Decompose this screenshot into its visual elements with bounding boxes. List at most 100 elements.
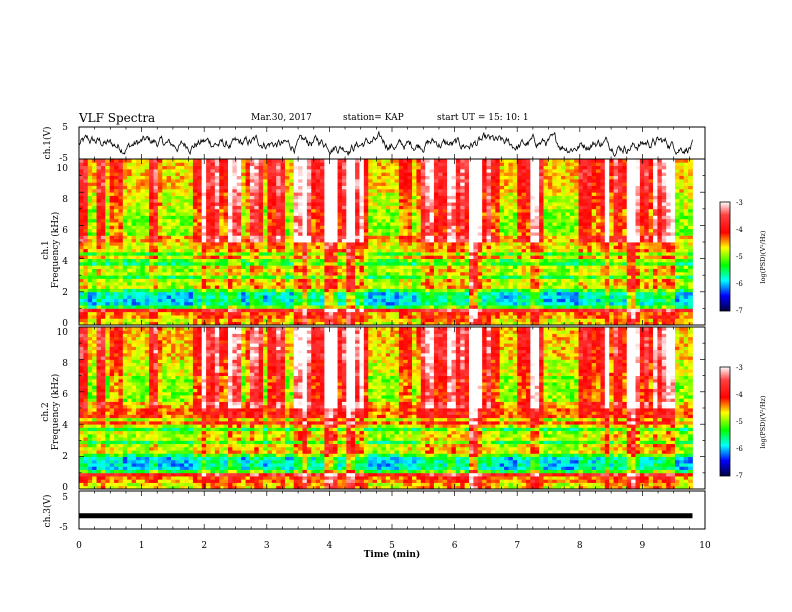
spectrogram-cell (105, 242, 111, 246)
spectrogram-cell (140, 215, 146, 220)
spectrogram-cell (267, 301, 273, 306)
spectrogram-cell (197, 291, 203, 296)
spectrogram-cell (214, 291, 220, 296)
spectrogram-cell (482, 242, 487, 246)
spectrogram-cell (473, 268, 479, 273)
spectrogram-cell (679, 291, 685, 296)
spectrogram-cell (271, 321, 277, 326)
spectrogram-cell (390, 311, 395, 316)
spectrogram-cell (617, 268, 623, 273)
spectrogram-cell (688, 288, 693, 293)
spectrogram-cell (109, 212, 115, 216)
spectrogram-cell (83, 315, 89, 319)
spectrogram-cell (591, 222, 597, 226)
spectrogram-cell (79, 251, 84, 256)
spectrogram-cell (254, 285, 260, 289)
spectrogram-cell (504, 212, 509, 216)
spectrogram-cell (433, 265, 439, 269)
spectrogram-cell (232, 228, 238, 233)
spectrogram-cell (162, 305, 168, 309)
spectrogram-cell (171, 271, 176, 276)
spectrogram-cell (525, 261, 531, 266)
spectrogram-cell (574, 235, 579, 240)
spectrogram-cell (83, 251, 89, 256)
spectrogram-cell (118, 315, 124, 319)
spectrogram-cell (302, 238, 308, 243)
spectrogram-cell (604, 278, 610, 283)
spectrogram-cell (504, 295, 509, 299)
spectrogram-cell (552, 238, 558, 243)
spectrogram-cell (547, 255, 553, 259)
spectrogram-cell (280, 225, 286, 230)
spectrogram-cell (293, 232, 299, 236)
spectrogram-cell (482, 288, 487, 293)
spectrogram-cell (140, 218, 146, 223)
spectrogram-cell (688, 235, 693, 240)
spectrogram-cell (499, 308, 505, 313)
spectrogram-cell (135, 315, 141, 319)
spectrogram-cell (495, 295, 501, 299)
spectrogram-cell (227, 265, 233, 269)
spectrogram-cell (512, 305, 518, 309)
spectrogram-cell (578, 291, 584, 296)
spectrogram-cell (175, 208, 181, 213)
spectrogram-cell (333, 268, 338, 273)
spectrogram-cell (499, 208, 505, 213)
spectrogram-cell (350, 305, 356, 309)
spectrogram-cell (508, 288, 514, 293)
spectrogram-cell (188, 305, 194, 309)
spectrogram-cell (109, 318, 115, 323)
spectrogram-cell (670, 208, 676, 213)
spectrogram-cell (289, 281, 295, 286)
spectrogram-cell (276, 301, 281, 306)
spectrogram-cell (254, 232, 260, 236)
spectrogram-cell (79, 271, 84, 276)
spectrogram-cell (289, 268, 295, 273)
spectrogram-cell (302, 261, 308, 266)
spectrogram-cell (201, 295, 207, 299)
spectrogram-cell (482, 268, 487, 273)
spectrogram-cell (530, 212, 536, 216)
spectrogram-cell (552, 222, 558, 226)
spectrogram-cell (381, 255, 387, 259)
spectrogram-cell (556, 305, 562, 309)
spectrogram-cell (271, 228, 277, 233)
spectrogram-cell (683, 295, 689, 299)
spectrogram-cell (359, 275, 365, 279)
spectrogram-cell (631, 218, 636, 223)
spectrogram-cell (214, 281, 220, 286)
spectrogram-cell (600, 248, 606, 253)
spectrogram-cell (429, 298, 435, 303)
spectrogram-cell (657, 295, 663, 299)
spectrogram-cell (254, 225, 260, 230)
spectrogram-cell (517, 208, 522, 213)
spectrogram-cell (162, 295, 168, 299)
spectrogram-cell (114, 281, 119, 286)
spectrogram-cell (355, 311, 360, 316)
spectrogram-cell (547, 318, 553, 323)
spectrogram-cell (473, 278, 479, 283)
spectrogram-cell (547, 301, 553, 306)
spectrogram-cell (486, 248, 492, 253)
spectrogram-cell (683, 238, 689, 243)
spectrogram-cell (661, 305, 667, 309)
spectrogram-cell (337, 248, 343, 253)
spectrogram-cell (232, 218, 238, 223)
spectrogram-cell (416, 305, 422, 309)
spectrogram-cell (447, 318, 452, 323)
spectrogram-cell (447, 228, 452, 233)
spectrogram-cell (254, 208, 260, 213)
spectrogram-cell (201, 281, 207, 286)
spectrogram-cell (206, 301, 211, 306)
spectrogram-cell (482, 225, 487, 230)
spectrogram-cell (688, 261, 693, 266)
spectrogram-cell (670, 301, 676, 306)
spectrogram-cell (543, 318, 549, 323)
spectrogram-cell (521, 281, 527, 286)
spectrogram-cell (539, 232, 544, 236)
spectrogram-cell (530, 281, 536, 286)
spectrogram-cell (683, 245, 689, 250)
spectrogram-cell (429, 291, 435, 296)
spectrogram-cell (210, 251, 216, 256)
